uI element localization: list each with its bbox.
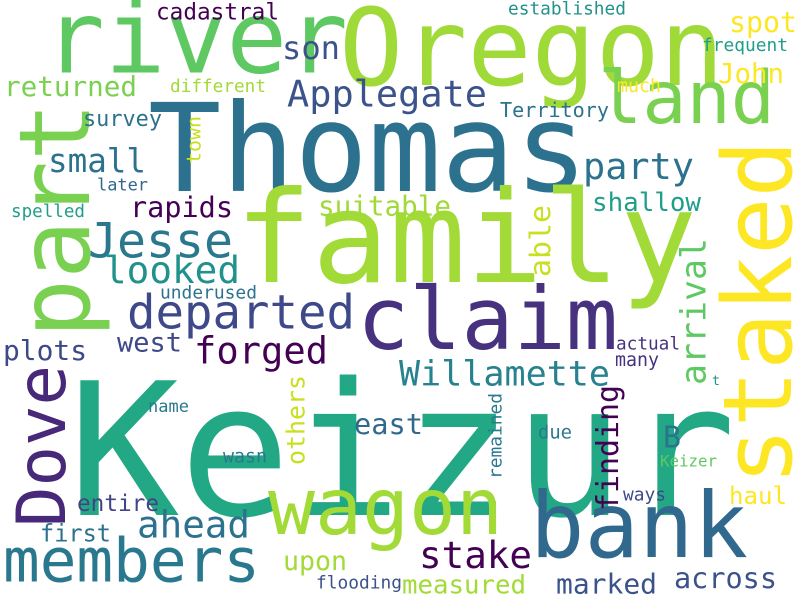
word-bank: bank [530, 474, 748, 579]
word-frequent: frequent [702, 35, 788, 56]
word-family: family [235, 164, 697, 313]
word-first: first [40, 520, 111, 548]
word-rapids: rapids [130, 191, 233, 224]
word-part: part [0, 102, 113, 338]
word-west: west [117, 328, 182, 359]
word-ways: ways [623, 485, 666, 506]
word-due: due [538, 423, 572, 444]
word-arrival: arrival [675, 238, 715, 385]
word-party: party [583, 145, 694, 188]
word-keizur: Keizur [68, 343, 736, 559]
word-flooding: flooding [316, 573, 402, 594]
word-staked: staked [702, 140, 800, 485]
word-dove: Dove [3, 365, 81, 527]
word-stake: stake [419, 533, 532, 577]
word-land: land [598, 56, 775, 141]
word-east: east [354, 407, 423, 441]
word-river: river [44, 0, 348, 97]
word-finding: finding [591, 385, 626, 511]
word-actual: actual [616, 335, 680, 355]
word-returned: returned [4, 70, 137, 103]
word-departed: departed [127, 286, 355, 341]
word-t: t [712, 374, 720, 389]
word-plots: plots [3, 334, 87, 367]
word-wasn: wasn [223, 447, 267, 468]
word-established: established [508, 0, 626, 20]
word-across: across [674, 562, 777, 595]
word-ahead: ahead [137, 503, 250, 547]
word-many: many [615, 350, 659, 371]
word-haul: haul [729, 482, 787, 510]
word-applegate: Applegate [287, 73, 487, 116]
word-members: members [3, 526, 260, 597]
word-later: later [97, 175, 148, 195]
word-willamette: Willamette [399, 355, 610, 395]
word-able: able [524, 205, 557, 277]
word-wagon: wagon [268, 463, 503, 553]
word-measured: measured [402, 571, 526, 600]
word-spelled: spelled [11, 202, 85, 222]
word-survey: survey [83, 107, 162, 132]
word-forged: forged [194, 330, 328, 373]
word-cadastral: cadastral [156, 0, 279, 26]
word-jesse: Jesse [88, 214, 233, 270]
word-spot: spot [729, 6, 797, 39]
word-remained: remained [486, 393, 507, 479]
word-thomas: Thomas [148, 78, 588, 220]
word-claim: claim [357, 270, 618, 370]
word-looked: looked [104, 248, 240, 292]
word-name: name [148, 397, 189, 417]
word-keizer: Keizer [660, 452, 717, 471]
word-b: B [663, 421, 681, 456]
word-underused: underused [160, 283, 257, 304]
word-upon: upon [283, 546, 347, 577]
word-shallow: shallow [592, 188, 701, 218]
word-different: different [170, 77, 266, 97]
word-town: town [183, 116, 206, 164]
word-entire: entire [77, 491, 159, 517]
word-marked: marked [556, 568, 657, 600]
word-much: much [617, 76, 661, 97]
word-small: small [48, 142, 146, 180]
word-territory: Territory [500, 98, 609, 122]
word-john: John [718, 59, 784, 90]
word-oregon: Oregon [339, 0, 724, 111]
word-others: others [282, 375, 311, 465]
word-son: son [282, 29, 340, 67]
word-suitable: suitable [318, 190, 451, 223]
